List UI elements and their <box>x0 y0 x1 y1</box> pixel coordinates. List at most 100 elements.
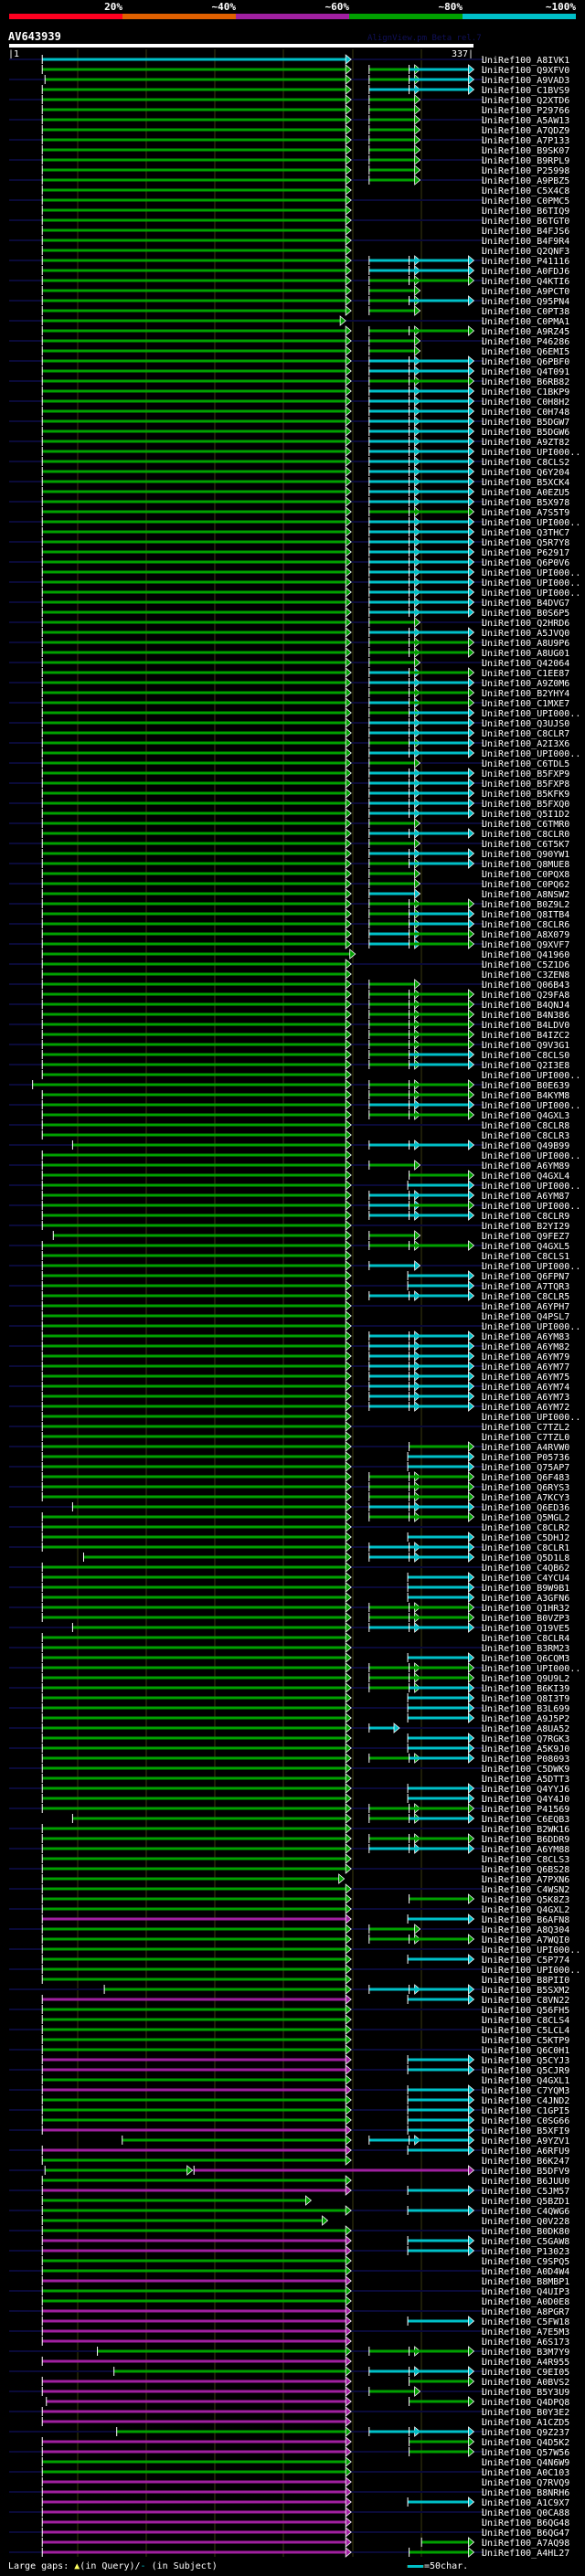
hit-label[interactable]: UniRef100_B4KYM8 <box>482 1091 569 1101</box>
hit-label[interactable]: UniRef100_A0D4W4 <box>482 2267 569 2277</box>
hit-label[interactable]: UniRef100_B5Y3U9 <box>482 2388 569 2398</box>
hit-label[interactable]: UniRef100_C6T5K7 <box>482 840 569 850</box>
hit-label[interactable]: UniRef100_UPI000.. <box>482 1322 580 1332</box>
hit-label[interactable]: UniRef100_Q29FA8 <box>482 991 569 1001</box>
hit-label[interactable]: UniRef100_A6YM89 <box>482 1161 569 1171</box>
hit-label[interactable]: UniRef100_Q6C0H1 <box>482 2046 569 2056</box>
hit-label[interactable]: UniRef100_Q4GXL4 <box>482 1171 569 1182</box>
hit-label[interactable]: UniRef100_B3M7Y9 <box>482 2348 569 2358</box>
hit-label[interactable]: UniRef100_A8NSW2 <box>482 890 569 900</box>
hit-label[interactable]: UniRef100_Q5I1D2 <box>482 810 569 820</box>
hit-label[interactable]: UniRef100_A6YM88 <box>482 1845 569 1855</box>
hit-label[interactable]: UniRef100_UPI000.. <box>482 588 580 599</box>
hit-label[interactable]: UniRef100_B4F9R4 <box>482 237 569 247</box>
hit-label[interactable]: UniRef100_A7PXN6 <box>482 1875 569 1885</box>
hit-label[interactable]: UniRef100_Q2HRD6 <box>482 619 569 629</box>
hit-label[interactable]: UniRef100_C4QB62 <box>482 1564 569 1574</box>
hit-label[interactable]: UniRef100_A4RVW0 <box>482 1443 569 1453</box>
hit-label[interactable]: UniRef100_C4QWG6 <box>482 2207 569 2217</box>
hit-label[interactable]: UniRef100_C1EE87 <box>482 669 569 679</box>
hit-label[interactable]: UniRef100_B5DFV9 <box>482 2167 569 2177</box>
hit-label[interactable]: UniRef100_Q9U9L2 <box>482 1674 569 1684</box>
hit-label[interactable]: UniRef100_Q6FPN7 <box>482 1272 569 1282</box>
hit-label[interactable]: UniRef100_A6YM73 <box>482 1393 569 1403</box>
hit-label[interactable]: UniRef100_Q5CJR9 <box>482 2066 569 2076</box>
hit-label[interactable]: UniRef100_C5X4C8 <box>482 186 569 196</box>
hit-label[interactable]: UniRef100_C4WSN2 <box>482 1885 569 1895</box>
hit-label[interactable]: UniRef100_B6QG47 <box>482 2528 569 2539</box>
hit-label[interactable]: UniRef100_B0DK80 <box>482 2227 569 2237</box>
hit-label[interactable]: UniRef100_A7QDZ9 <box>482 126 569 136</box>
hit-label[interactable]: UniRef100_B6DDR9 <box>482 1835 569 1845</box>
hit-label[interactable]: UniRef100_Q4T091 <box>482 367 569 377</box>
hit-label[interactable]: UniRef100_C5DHJ2 <box>482 1533 569 1543</box>
hit-label[interactable]: UniRef100_A9J5P2 <box>482 1714 569 1724</box>
hit-label[interactable]: UniRef100_C9SPQ5 <box>482 2257 569 2267</box>
hit-label[interactable]: UniRef100_C5P774 <box>482 1956 569 1966</box>
hit-label[interactable]: UniRef100_UPI000.. <box>482 578 580 588</box>
hit-label[interactable]: UniRef100_A0FDJ6 <box>482 267 569 277</box>
hit-label[interactable]: UniRef100_C8CLS3 <box>482 1855 569 1865</box>
hit-label[interactable]: UniRef100_B0Y3E2 <box>482 2408 569 2418</box>
hit-label[interactable]: UniRef100_B8PII0 <box>482 1976 569 1986</box>
hit-label[interactable]: UniRef100_P29766 <box>482 106 569 116</box>
hit-label[interactable]: UniRef100_Q5K8Z3 <box>482 1895 569 1905</box>
hit-label[interactable]: UniRef100_C8CLR4 <box>482 1634 569 1644</box>
hit-label[interactable]: UniRef100_UPI000.. <box>482 1071 580 1081</box>
hit-label[interactable]: UniRef100_B0E639 <box>482 1081 569 1091</box>
hit-label[interactable]: UniRef100_Q9V3G1 <box>482 1041 569 1051</box>
hit-label[interactable]: UniRef100_Q7RVQ9 <box>482 2478 569 2488</box>
hit-label[interactable]: UniRef100_Q4D5K2 <box>482 2438 569 2448</box>
hit-label[interactable]: UniRef100_C5JM57 <box>482 2187 569 2197</box>
hit-label[interactable]: UniRef100_Q4GXL3 <box>482 1111 569 1121</box>
hit-label[interactable]: UniRef100_Q5R7Y8 <box>482 538 569 548</box>
hit-label[interactable]: UniRef100_UPI000.. <box>482 1202 580 1212</box>
hit-label[interactable]: UniRef100_C8CLS0 <box>482 1051 569 1061</box>
hit-label[interactable]: UniRef100_C8CLR9 <box>482 1212 569 1222</box>
hit-label[interactable]: UniRef100_A5K9J0 <box>482 1744 569 1754</box>
hit-label[interactable]: UniRef100_Q4PSL7 <box>482 1312 569 1322</box>
hit-label[interactable]: UniRef100_C8CLR0 <box>482 830 569 840</box>
hit-label[interactable]: UniRef100_A8X079 <box>482 930 569 940</box>
hit-label[interactable]: UniRef100_Q75AP7 <box>482 1463 569 1473</box>
hit-label[interactable]: UniRef100_Q9Z237 <box>482 2428 569 2438</box>
hit-label[interactable]: UniRef100_UPI000.. <box>482 1101 580 1111</box>
hit-label[interactable]: UniRef100_A7KCY3 <box>482 1493 569 1503</box>
hit-label[interactable]: UniRef100_B6QG48 <box>482 2518 569 2528</box>
hit-label[interactable]: UniRef100_C6EQB3 <box>482 1815 569 1825</box>
hit-label[interactable]: UniRef100_B5DGW6 <box>482 428 569 438</box>
hit-label[interactable]: UniRef100_A1CZD5 <box>482 2418 569 2428</box>
hit-label[interactable]: UniRef100_A2I3X6 <box>482 739 569 749</box>
hit-label[interactable]: UniRef100_UPI000.. <box>482 568 580 578</box>
hit-label[interactable]: UniRef100_C8CLR7 <box>482 729 569 739</box>
hit-label[interactable]: UniRef100_Q5D1L8 <box>482 1553 569 1564</box>
hit-label[interactable]: UniRef100_B4LDV0 <box>482 1021 569 1031</box>
hit-label[interactable]: UniRef100_Q5MGL2 <box>482 1513 569 1523</box>
hit-label[interactable]: UniRef100_B6AFN8 <box>482 1915 569 1925</box>
hit-label[interactable]: UniRef100_A6YM72 <box>482 1403 569 1413</box>
hit-label[interactable]: UniRef100_Q8ITB4 <box>482 910 569 920</box>
hit-label[interactable]: UniRef100_UPI000.. <box>482 1664 580 1674</box>
hit-label[interactable]: UniRef100_A5AW13 <box>482 116 569 126</box>
hit-label[interactable]: UniRef100_C3ZEN8 <box>482 970 569 981</box>
hit-label[interactable]: UniRef100_C1BVS9 <box>482 86 569 96</box>
hit-label[interactable]: UniRef100_UPI000.. <box>482 1151 580 1161</box>
hit-label[interactable]: UniRef100_A7E5M3 <box>482 2327 569 2337</box>
hit-label[interactable]: UniRef100_Q9FEZ7 <box>482 1232 569 1242</box>
hit-label[interactable]: UniRef100_Q4UIP3 <box>482 2287 569 2297</box>
hit-label[interactable]: UniRef100_P05736 <box>482 1453 569 1463</box>
hit-label[interactable]: UniRef100_C1MXE7 <box>482 699 569 709</box>
hit-label[interactable]: UniRef100_C0SG66 <box>482 2116 569 2126</box>
hit-label[interactable]: UniRef100_A8IVK1 <box>482 56 569 66</box>
hit-label[interactable]: UniRef100_A0BVS2 <box>482 2378 569 2388</box>
hit-label[interactable]: UniRef100_P62917 <box>482 548 569 558</box>
hit-label[interactable]: UniRef100_P41116 <box>482 257 569 267</box>
hit-label[interactable]: UniRef100_A7AQ98 <box>482 2539 569 2549</box>
hit-label[interactable]: UniRef100_Q6ED36 <box>482 1503 569 1513</box>
hit-label[interactable]: UniRef100_A8Q304 <box>482 1925 569 1935</box>
hit-label[interactable]: UniRef100_Q4GXL1 <box>482 2076 569 2086</box>
hit-label[interactable]: UniRef100_C8CLR2 <box>482 1523 569 1533</box>
hit-label[interactable]: UniRef100_A8UA52 <box>482 1724 569 1734</box>
hit-label[interactable]: UniRef100_Q4DPQ8 <box>482 2398 569 2408</box>
hit-label[interactable]: UniRef100_C8CLR1 <box>482 1543 569 1553</box>
